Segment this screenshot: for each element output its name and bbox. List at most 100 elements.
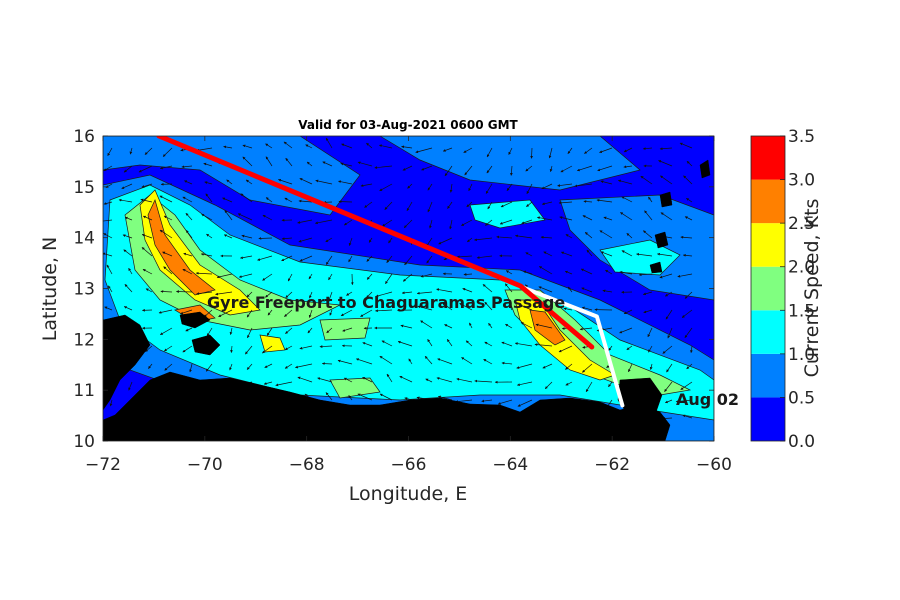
current-vector xyxy=(567,147,573,154)
current-vector xyxy=(262,273,273,281)
speed-band-1-5 xyxy=(319,317,371,341)
current-vector xyxy=(446,339,453,347)
current-vector xyxy=(327,291,333,303)
current-vector xyxy=(229,363,233,371)
current-vector xyxy=(124,284,133,293)
current-vector xyxy=(366,273,373,280)
current-vector xyxy=(557,183,573,187)
current-vector xyxy=(265,143,273,149)
current-vector xyxy=(675,399,693,403)
current-vector xyxy=(378,144,393,149)
current-vector xyxy=(107,285,113,293)
current-vector xyxy=(295,363,313,369)
current-vector xyxy=(182,268,193,275)
current-vector xyxy=(690,345,693,354)
current-vector xyxy=(484,301,493,311)
current-vector xyxy=(608,381,613,388)
current-vector xyxy=(664,381,673,392)
current-vector xyxy=(623,147,633,153)
current-vector xyxy=(628,363,633,373)
current-vector xyxy=(658,160,673,167)
current-vector xyxy=(181,165,193,169)
current-vector xyxy=(379,355,393,365)
current-vector xyxy=(384,201,393,210)
current-vector xyxy=(563,307,573,311)
current-vector xyxy=(281,237,293,241)
current-vector xyxy=(285,327,293,334)
current-vector xyxy=(341,143,353,149)
colorbar-frame xyxy=(750,135,786,442)
current-vector xyxy=(206,233,213,239)
current-vector xyxy=(684,291,693,299)
current-vector xyxy=(195,271,213,275)
current-vector xyxy=(525,165,533,172)
current-vector xyxy=(142,268,153,275)
current-vector xyxy=(299,345,313,350)
current-vector xyxy=(201,213,213,221)
current-vector xyxy=(548,147,553,159)
current-vector xyxy=(368,237,373,243)
current-vector xyxy=(397,340,413,347)
current-vector xyxy=(216,273,233,279)
current-vector xyxy=(226,179,233,185)
current-vector xyxy=(483,358,493,365)
current-vector xyxy=(348,395,353,401)
current-vector xyxy=(142,215,153,221)
x-tick-label: −60 xyxy=(696,455,732,475)
current-vector xyxy=(599,147,613,153)
current-vector xyxy=(144,147,153,155)
current-vector xyxy=(298,199,313,203)
current-vector xyxy=(509,305,513,311)
current-vector xyxy=(362,376,373,383)
current-vector xyxy=(540,235,553,239)
current-vector xyxy=(621,196,633,203)
current-vector xyxy=(620,212,633,221)
current-vector xyxy=(107,147,113,157)
current-vector xyxy=(499,219,513,225)
current-vector xyxy=(265,156,273,167)
current-vector xyxy=(162,251,173,257)
x-axis-label: Longitude, E xyxy=(349,483,468,505)
current-vector xyxy=(128,381,133,391)
current-vector xyxy=(584,147,593,154)
plot-area xyxy=(103,136,714,441)
current-vector xyxy=(203,309,213,318)
current-vector xyxy=(386,255,393,263)
current-vector xyxy=(360,183,373,187)
current-vector xyxy=(596,198,613,203)
current-vector xyxy=(309,291,313,299)
y-axis: 10 11 12 13 14 15 16 xyxy=(73,127,714,452)
current-vector xyxy=(683,175,693,185)
current-vector xyxy=(158,309,173,314)
colorbar-tick-label: 3.0 xyxy=(788,171,815,191)
current-vector xyxy=(342,327,353,332)
current-vector xyxy=(246,363,253,370)
current-vector xyxy=(684,327,693,338)
current-vector xyxy=(496,235,513,239)
land-masses xyxy=(103,159,711,441)
current-vector xyxy=(264,363,273,368)
speed-band-2-5 xyxy=(147,199,216,296)
current-vector xyxy=(103,233,113,239)
land-aruba xyxy=(179,311,211,329)
current-vector xyxy=(461,219,473,226)
current-vector xyxy=(222,197,233,203)
current-vector xyxy=(485,183,493,194)
land-trinidad xyxy=(617,377,663,419)
current-vector xyxy=(542,363,553,369)
current-vector xyxy=(162,147,173,157)
current-vector xyxy=(459,302,473,311)
land-curacao xyxy=(191,334,221,356)
current-vector xyxy=(541,201,553,206)
current-vector xyxy=(163,215,173,221)
y-axis-label: Latitude, N xyxy=(39,237,61,342)
current-vector xyxy=(665,309,673,320)
current-vector xyxy=(603,216,613,221)
current-vector xyxy=(357,161,373,167)
current-vector xyxy=(337,359,353,365)
current-vector xyxy=(584,232,593,239)
current-vector xyxy=(206,327,213,337)
current-vector xyxy=(501,341,513,347)
current-vector xyxy=(159,165,173,170)
current-vector xyxy=(436,288,453,293)
